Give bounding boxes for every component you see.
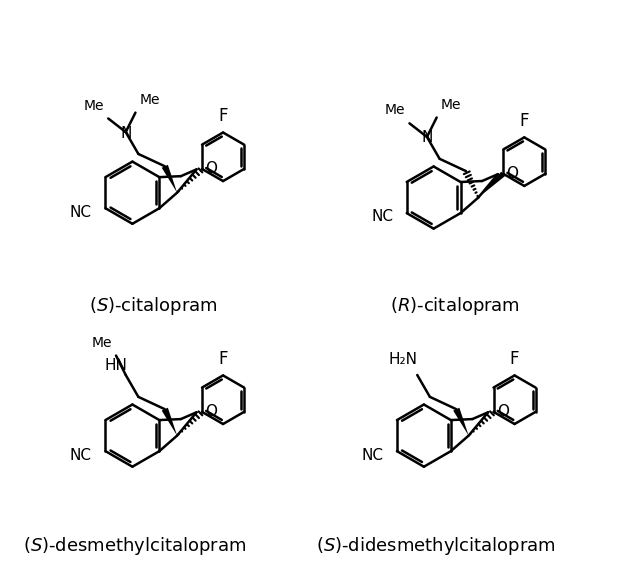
- Text: O: O: [507, 166, 519, 181]
- Text: Me: Me: [441, 97, 461, 112]
- Polygon shape: [162, 165, 177, 193]
- Text: HN: HN: [105, 358, 128, 373]
- Text: F: F: [218, 107, 228, 125]
- Polygon shape: [162, 408, 177, 435]
- Text: Me: Me: [84, 99, 104, 113]
- Text: N: N: [120, 125, 132, 141]
- Text: F: F: [218, 349, 228, 368]
- Polygon shape: [453, 408, 468, 435]
- Text: NC: NC: [70, 447, 92, 462]
- Text: ($\mathit{S}$)-desmethylcitalopram: ($\mathit{S}$)-desmethylcitalopram: [23, 535, 246, 557]
- Text: F: F: [510, 349, 519, 368]
- Text: O: O: [205, 404, 218, 419]
- Text: NC: NC: [371, 210, 393, 225]
- Text: NC: NC: [70, 205, 92, 219]
- Text: Me: Me: [385, 104, 406, 117]
- Text: N: N: [421, 131, 433, 145]
- Text: O: O: [205, 161, 218, 176]
- Text: Me: Me: [92, 336, 112, 350]
- Text: F: F: [520, 112, 529, 129]
- Text: H₂N: H₂N: [388, 352, 417, 367]
- Text: NC: NC: [361, 447, 383, 462]
- Text: Me: Me: [139, 93, 160, 107]
- Text: O: O: [497, 404, 508, 419]
- Text: ($\mathit{R}$)-citalopram: ($\mathit{R}$)-citalopram: [390, 295, 520, 317]
- Text: ($\mathit{S}$)-citalopram: ($\mathit{S}$)-citalopram: [90, 295, 218, 317]
- Polygon shape: [478, 172, 505, 198]
- Text: ($\mathit{S}$)-didesmethylcitalopram: ($\mathit{S}$)-didesmethylcitalopram: [315, 535, 556, 557]
